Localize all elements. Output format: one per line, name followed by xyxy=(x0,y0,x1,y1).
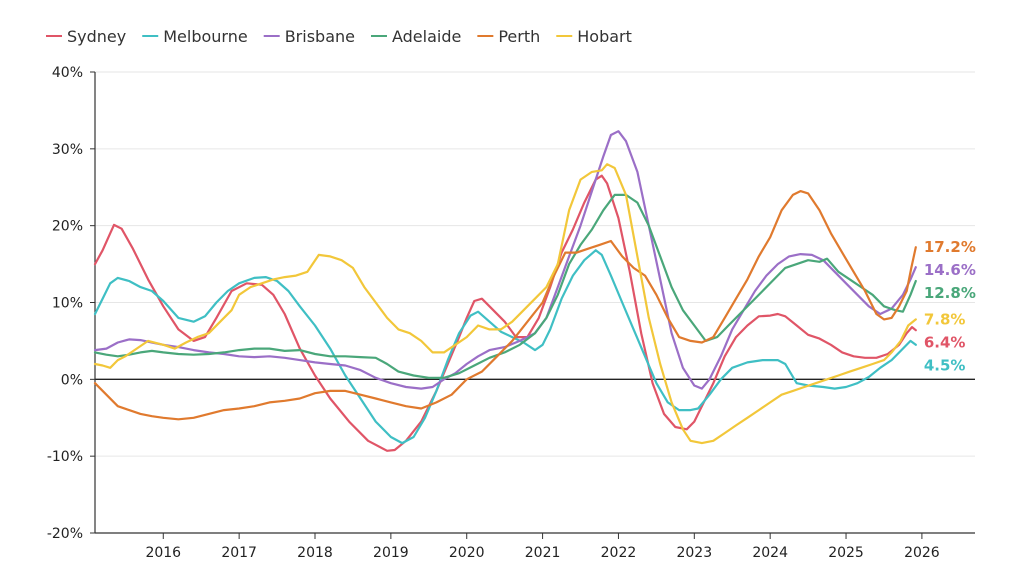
x-tick-label: 2017 xyxy=(221,545,257,561)
y-tick-label: 40% xyxy=(52,65,83,81)
x-tick-label: 2016 xyxy=(145,545,181,561)
x-tick-label: 2021 xyxy=(525,545,561,561)
end-labels: 17.2% 14.6% 12.8% 7.8% 6.4% 4.5% xyxy=(924,238,976,374)
legend-label-melbourne: Melbourne xyxy=(163,27,247,46)
y-tick-label: 20% xyxy=(52,219,83,235)
x-tick-label: 2024 xyxy=(752,545,788,561)
x-tick-label: 2020 xyxy=(449,545,485,561)
y-tick-label: 0% xyxy=(61,372,83,388)
axes: -20% -10% 0% 10% 20% 30% 40% 2016 2017 2018 2019 20… xyxy=(47,65,975,561)
series-lines xyxy=(93,130,917,452)
x-tick-label: 2023 xyxy=(676,545,712,561)
series-line-hobart xyxy=(93,163,917,445)
y-tick-label: 10% xyxy=(52,296,83,312)
series-line-adelaide xyxy=(93,193,917,379)
end-label-brisbane: 14.6% xyxy=(924,261,976,279)
x-tick-label: 2022 xyxy=(601,545,637,561)
x-tick-label: 2018 xyxy=(297,545,333,561)
end-label-adelaide: 12.8% xyxy=(924,284,976,302)
x-tick-label: 2025 xyxy=(828,545,864,561)
legend-label-brisbane: Brisbane xyxy=(285,27,355,46)
legend-label-adelaide: Adelaide xyxy=(392,27,461,46)
end-label-perth: 17.2% xyxy=(924,238,976,256)
series-line-sydney xyxy=(93,174,917,452)
y-tick-label: -20% xyxy=(47,526,83,542)
end-label-hobart: 7.8% xyxy=(924,310,966,328)
gridlines xyxy=(95,71,975,534)
end-label-sydney: 6.4% xyxy=(924,333,966,351)
end-label-melbourne: 4.5% xyxy=(924,356,966,374)
y-tick-label: -10% xyxy=(47,449,83,465)
legend: Sydney Melbourne Brisbane Adelaide Perth Hoba… xyxy=(46,27,632,46)
legend-label-hobart: Hobart xyxy=(577,27,632,46)
legend-label-sydney: Sydney xyxy=(67,27,126,46)
y-tick-label: 30% xyxy=(52,142,83,158)
legend-label-perth: Perth xyxy=(498,27,540,46)
x-tick-label: 2026 xyxy=(904,545,940,561)
x-tick-label: 2019 xyxy=(373,545,409,561)
series-line-brisbane xyxy=(93,130,917,390)
series-line-perth xyxy=(93,190,917,421)
